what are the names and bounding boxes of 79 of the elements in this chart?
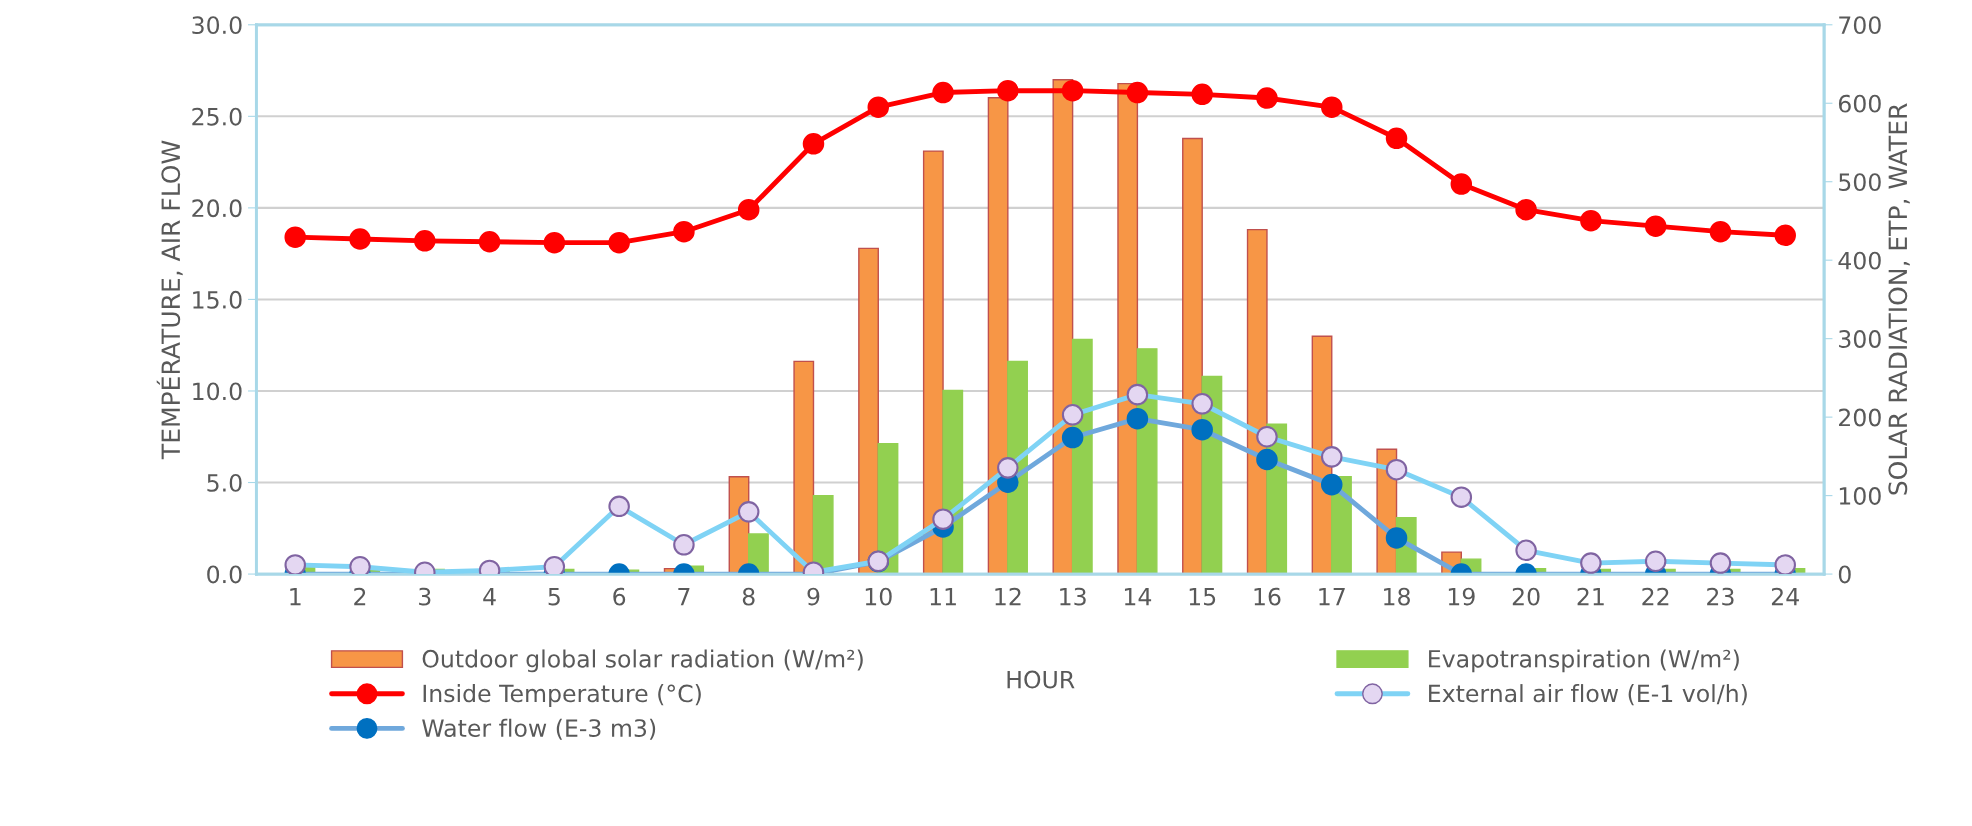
legend-label: Evapotranspiration (W/m²) [1429,649,1739,673]
x-tick-label: 20 [1512,587,1540,606]
x-axis-title: HOUR [1007,670,1075,689]
legend-label: Water flow (E-3 m3) [422,718,656,740]
x-tick-label: 3 [419,587,431,606]
point [1191,83,1213,106]
x-tick-label: 1 [290,587,301,606]
point [997,79,1019,102]
point [1580,209,1602,232]
y-tick-label: 10.0 [193,382,242,401]
y-tick-label: 0.0 [207,565,242,584]
x-tick-label: 24 [1771,587,1799,606]
y2-tick-label: 600 [1838,94,1881,113]
y2-tick-label: 700 [1839,16,1881,35]
point [608,231,630,254]
y2-tick-label: 100 [1839,487,1881,505]
y-tick-label: 15.0 [193,290,242,309]
x-tick-label: 13 [1060,587,1086,606]
x-tick-label: 21 [1577,587,1604,606]
y-tick-label: 25.0 [192,107,242,126]
point [1515,198,1537,221]
point [1385,127,1408,150]
x-tick-label: 23 [1707,587,1734,606]
bar [1246,228,1268,575]
x-tick-label: 12 [995,587,1021,606]
point [1256,87,1278,109]
x-tick-label: 4 [483,587,496,606]
x-tick-label: 16 [1254,587,1281,606]
y2-axis-title: SOLAR RADIATION, ETP, WATER [1888,103,1910,495]
bar [1117,82,1139,575]
legend-label: External air flow (E-1 vol/h) [1429,684,1747,706]
legend-label: Inside Temperature (°C) [423,684,701,707]
point [1126,81,1149,104]
x-tick-label: 22 [1642,587,1669,606]
x-tick-label: 8 [742,587,755,606]
y2-tick-label: 300 [1839,330,1881,348]
y2-tick-label: 200 [1839,408,1881,427]
x-tick-label: 9 [807,587,820,606]
y-axis-title: TEMPÉRATURE, AIR FLOW [156,140,183,460]
y2-tick-label: 400 [1838,251,1881,270]
x-tick-label: 19 [1448,587,1475,606]
x-tick-label: 15 [1189,587,1216,606]
x-tick-label: 10 [865,587,892,606]
x-tick-label: 11 [930,587,956,606]
y2-tick-label: 500 [1839,173,1881,192]
x-tick-label: 14 [1124,587,1152,606]
point [284,226,306,248]
point [1644,215,1667,237]
bar [858,247,879,575]
x-tick-label: 2 [354,587,366,606]
point [1450,173,1473,195]
point [1061,79,1084,102]
bar [793,360,815,575]
bar [1182,137,1203,575]
point [543,231,566,254]
point [802,133,825,155]
point [737,198,760,221]
point [673,220,695,243]
point [414,230,436,252]
point [1709,220,1732,243]
point [1774,224,1796,247]
x-tick-label: 18 [1384,587,1410,606]
point [478,230,501,253]
y-tick-label: 20.0 [192,199,242,218]
point [867,96,890,118]
legend-label: Outdoor global solar radiation (W/m²) [422,649,863,673]
x-tick-label: 17 [1319,587,1345,606]
bar [922,150,944,575]
x-tick-label: 5 [548,587,560,606]
bar [1052,79,1074,575]
y-tick-label: 5.0 [207,473,242,492]
point [349,228,371,250]
x-tick-label: 6 [613,587,626,606]
bar [987,97,1009,575]
point [1320,96,1343,118]
y2-tick-label: 0 [1838,565,1851,584]
point [932,81,954,104]
x-tick-label: 7 [678,587,690,606]
y-tick-label: 30.0 [192,16,242,35]
